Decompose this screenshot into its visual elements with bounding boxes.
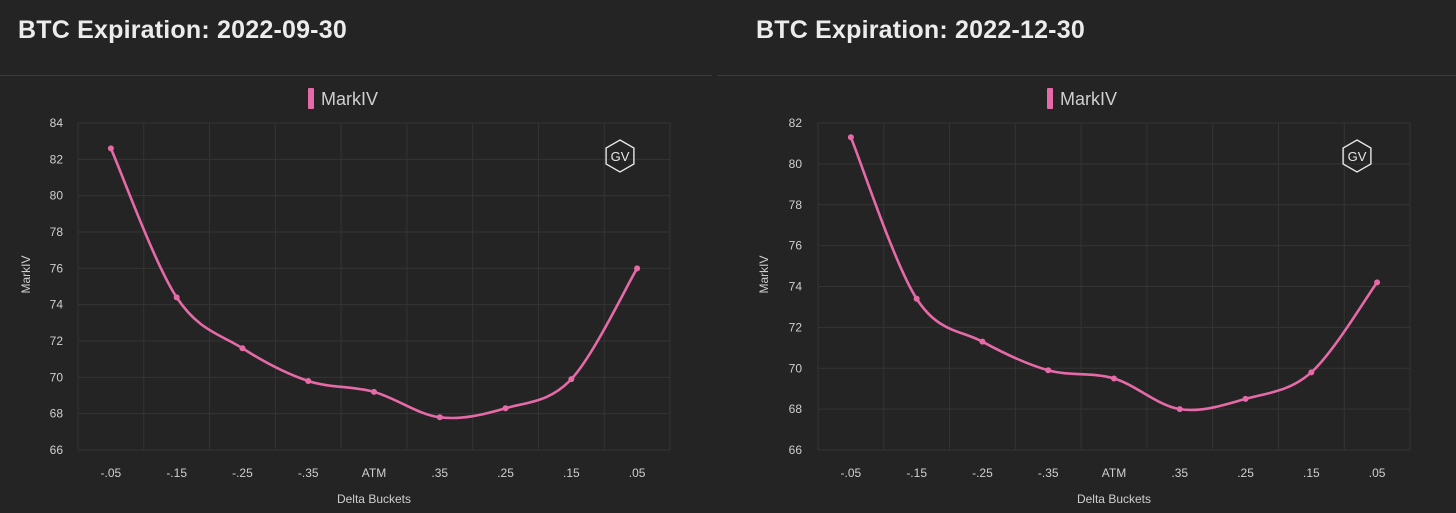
- legend-label: MarkIV: [321, 89, 378, 109]
- legend-swatch: [308, 88, 314, 109]
- x-tick-label: -.25: [232, 466, 253, 480]
- x-tick-label: .35: [1171, 466, 1188, 480]
- data-point: [1308, 369, 1315, 376]
- data-point: [239, 345, 246, 352]
- y-tick-label: 82: [789, 116, 803, 130]
- x-tick-label: ATM: [362, 466, 386, 480]
- y-axis-title: MarkIV: [757, 255, 771, 293]
- line-chart: 66 68 70 72 74 76 78 80 82 84 -.05 -.15 -.25 -.35 ATM.…: [19, 88, 671, 506]
- data-point: [634, 265, 641, 272]
- title-divider: [718, 75, 1456, 76]
- gv-logo-icon: [605, 139, 635, 173]
- plot-area: 66 68 70 72 74 76 78 80 82 -.05 -.15 -.25 -.35 ATM .35…: [757, 88, 1411, 506]
- x-tick-label: -.35: [1038, 466, 1059, 480]
- y-tick-label: 78: [789, 198, 803, 212]
- data-point: [371, 388, 377, 395]
- data-point: [1176, 406, 1183, 413]
- data-point: [1242, 395, 1249, 402]
- x-tick-label: -.15: [166, 466, 187, 480]
- y-tick-label: 80: [789, 157, 803, 171]
- chart-title: BTC Expiration: 2022-12-30: [756, 16, 1085, 44]
- x-tick-label: -.15: [906, 466, 927, 480]
- plot-area: 66 68 70 72 74 76 78 80 82 84 -.05 -.15 -.25 -.35 ATM.…: [19, 88, 671, 506]
- y-tick-label: 80: [50, 189, 64, 203]
- y-tick-label: 68: [50, 407, 64, 421]
- x-axis-title: Delta Buckets: [337, 492, 411, 506]
- y-tick-label: 82: [50, 152, 64, 166]
- x-axis-title: Delta Buckets: [1077, 492, 1151, 506]
- data-point: [847, 134, 854, 141]
- gv-logo-text: GV: [1348, 149, 1367, 164]
- data-point: [568, 376, 575, 383]
- y-tick-label: 78: [50, 225, 64, 239]
- data-point: [436, 414, 443, 421]
- y-tick-label: 72: [789, 320, 803, 334]
- y-tick-label: 72: [50, 334, 64, 348]
- y-tick-label: 70: [50, 370, 64, 384]
- y-tick-label: 70: [789, 361, 803, 375]
- x-tick-label: ATM: [1102, 466, 1126, 480]
- gv-logo-text: GV: [611, 149, 630, 164]
- y-tick-label: 74: [789, 280, 803, 294]
- x-tick-label: .25: [497, 466, 514, 480]
- y-axis-title: MarkIV: [19, 255, 33, 293]
- y-tick-label: 74: [50, 298, 64, 312]
- x-tick-label: .25: [1237, 466, 1254, 480]
- x-tick-label: .05: [1369, 466, 1386, 480]
- data-point: [1111, 375, 1117, 382]
- data-point: [107, 145, 114, 152]
- x-tick-label: -.25: [972, 466, 993, 480]
- data-point: [913, 295, 920, 302]
- x-tick-label: .15: [1303, 466, 1320, 480]
- y-tick-label: 76: [789, 239, 803, 253]
- y-tick-label: 84: [50, 116, 64, 130]
- gv-logo-icon: [1342, 139, 1372, 173]
- x-tick-label: -.05: [841, 466, 862, 480]
- data-point: [979, 338, 986, 345]
- data-point: [305, 377, 312, 384]
- chart-title: BTC Expiration: 2022-09-30: [18, 16, 347, 44]
- x-tick-label: .05: [629, 466, 646, 480]
- x-tick-label: -.05: [101, 466, 122, 480]
- series-line: [849, 136, 1379, 412]
- x-tick-label: .35: [431, 466, 448, 480]
- x-tick-label: .15: [563, 466, 580, 480]
- title-divider: [0, 75, 712, 76]
- line-chart: 66 68 70 72 74 76 78 80 82 -.05 -.15 -.25 -.35 ATM .35…: [757, 88, 1411, 506]
- chart-panel-sep: BTC Expiration: 2022-09-30 66 68 70 72 74 76 7…: [0, 0, 712, 513]
- data-point: [502, 405, 509, 412]
- legend-swatch: [1047, 88, 1053, 109]
- data-point: [1374, 279, 1381, 286]
- data-point: [173, 294, 180, 301]
- chart-panel-dec: BTC Expiration: 2022-12-30 66 68 70 72 74 76 7…: [718, 0, 1456, 513]
- y-tick-label: 66: [50, 443, 64, 457]
- x-tick-label: -.35: [298, 466, 319, 480]
- y-tick-label: 68: [789, 402, 803, 416]
- data-point: [1045, 367, 1052, 374]
- legend-label: MarkIV: [1060, 89, 1117, 109]
- y-tick-label: 66: [789, 443, 803, 457]
- y-tick-label: 76: [50, 261, 64, 275]
